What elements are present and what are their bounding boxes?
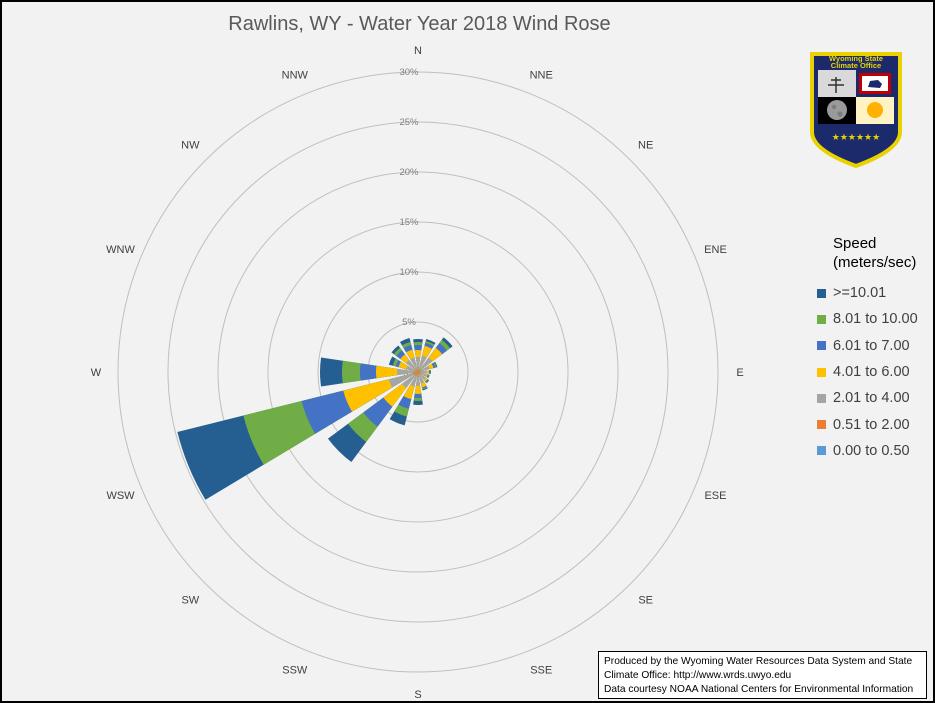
legend-swatch	[817, 367, 826, 377]
wedge-ne-bin-2	[418, 357, 433, 372]
radial-tick-label: 15%	[399, 217, 419, 228]
wedge-nnw-bin-1	[416, 369, 418, 372]
wedge-sw-bin-2	[401, 372, 418, 389]
legend-item: 0.51 to 2.00	[817, 411, 933, 437]
radial-tick-label: 5%	[402, 317, 416, 328]
wedge-e-bin-2	[418, 370, 427, 374]
direction-label-ene: ENE	[704, 244, 727, 256]
direction-label-sw: SW	[181, 595, 199, 607]
legend-label: 2.01 to 4.00	[833, 390, 910, 407]
wedge-e-bin-1	[418, 371, 422, 373]
wedge-nnw-bin-2	[410, 357, 418, 372]
direction-label-e: E	[736, 367, 743, 379]
wedge-w-bin-1	[413, 371, 418, 373]
wedge-wnw-bin-1	[415, 370, 418, 372]
legend-swatch	[817, 393, 826, 403]
grid-ring-4	[217, 171, 619, 573]
wedge-ese-bin-1	[418, 372, 421, 374]
legend-label: 4.01 to 6.00	[833, 364, 910, 381]
wedge-nw-bin-2	[405, 359, 418, 372]
wedge-sse-bin-1	[418, 372, 420, 375]
direction-label-ssw: SSW	[282, 664, 308, 676]
legend-items: >=10.01 8.01 to 10.00 6.01 to 7.00 4.01 to …	[817, 280, 933, 464]
legend-label: 0.51 to 2.00	[833, 416, 910, 433]
radial-tick-0: 0%	[403, 368, 417, 379]
direction-label-ne: NE	[638, 139, 653, 151]
legend-title-line2: (meters/sec)	[833, 254, 917, 271]
direction-labels: N NNE NE ENE E ESE SE SSE S SSW SW WSW W WNW NW NNW	[91, 45, 744, 701]
credit-box: Produced by the Wyoming Water Resources …	[598, 651, 927, 699]
wedge-sse-bin-2	[418, 372, 425, 384]
direction-label-se: SE	[638, 595, 653, 607]
direction-label-w: W	[91, 367, 102, 379]
wedge-se-bin-1	[418, 372, 421, 375]
legend: Speed (meters/sec) >=10.01 8.01 to 10.00 6…	[817, 234, 933, 464]
radial-tick-label: 30%	[399, 67, 419, 78]
radial-grid: 0% 5% 10% 15% 20% 25% 30%	[117, 67, 719, 673]
wedge-nne-bin-1	[418, 369, 420, 372]
wedge-n-bin-1	[417, 368, 419, 372]
wedge-s-bin-1	[417, 372, 419, 376]
legend-label: >=10.01	[833, 285, 887, 302]
grid-ring-5	[167, 121, 669, 623]
wedge-sw-bin-1	[414, 372, 418, 376]
wedge-ssw-bin-2	[410, 372, 418, 387]
direction-label-wsw: WSW	[106, 490, 135, 502]
wind-wedges	[177, 337, 453, 500]
legend-label: 0.00 to 0.50	[833, 442, 910, 459]
legend-label: 6.01 to 7.00	[833, 337, 910, 354]
legend-swatch	[817, 288, 826, 298]
credit-line-3: Data courtesy NOAA National Centers for …	[604, 684, 914, 695]
radial-tick-label: 20%	[399, 167, 419, 178]
radial-tick-label: 10%	[399, 267, 419, 278]
legend-item: 2.01 to 4.00	[817, 385, 933, 411]
wedge-w-bin-3	[375, 365, 418, 379]
credit-line-1: Produced by the Wyoming Water Resources …	[604, 656, 913, 667]
legend-title-line1: Speed	[833, 235, 877, 252]
wedge-wsw-bin-1	[413, 372, 418, 375]
legend-title: Speed (meters/sec)	[833, 234, 933, 272]
direction-label-nne: NNE	[530, 70, 553, 82]
legend-swatch	[817, 341, 826, 351]
grid-ring-6	[117, 71, 719, 673]
legend-item: 0.00 to 0.50	[817, 438, 933, 464]
wedge-nne-bin-2	[418, 355, 427, 372]
credit-line-2: Climate Office: http://www.wrds.uwyo.edu	[604, 670, 792, 681]
direction-label-ese: ESE	[704, 490, 726, 502]
chart-title: Rawlins, WY - Water Year 2018 Wind Rose	[228, 13, 611, 35]
wedge-ne-bin-1	[418, 369, 421, 372]
direction-label-sse: SSE	[530, 664, 552, 676]
legend-item: 4.01 to 6.00	[817, 359, 933, 385]
wedge-wsw-bin-2	[388, 372, 418, 388]
direction-label-nnw: NNW	[282, 70, 309, 82]
legend-swatch	[817, 420, 826, 430]
climate-office-logo: ★★★★★★ Wyoming State Climate Office	[810, 52, 902, 169]
grid-ring-3	[267, 221, 569, 523]
direction-label-n: N	[414, 45, 422, 57]
legend-label: 8.01 to 10.00	[833, 311, 918, 328]
legend-item: >=10.01	[817, 280, 933, 306]
wedge-ene-bin-2	[418, 365, 430, 372]
legend-swatch	[817, 314, 826, 324]
direction-label-wnw: WNW	[106, 244, 135, 256]
wedge-s-bin-2	[415, 372, 421, 387]
logo-text-line2: Climate Office	[831, 61, 881, 70]
wedge-wnw-bin-2	[406, 365, 418, 372]
legend-item: 8.01 to 10.00	[817, 306, 933, 332]
legend-swatch	[817, 446, 826, 456]
legend-item: 6.01 to 7.00	[817, 333, 933, 359]
logo-text-line1: Wyoming State	[829, 54, 883, 63]
wedge-w-bin-2	[396, 368, 418, 376]
wedge-ene-bin-1	[418, 370, 421, 372]
wedge-nw-bin-1	[415, 369, 418, 372]
svg-text:★★★★★★: ★★★★★★	[832, 133, 880, 143]
direction-label-nw: NW	[181, 139, 200, 151]
wedge-ssw-bin-1	[415, 372, 418, 376]
grid-ring-2	[317, 271, 519, 473]
radial-tick-label: 25%	[399, 117, 419, 128]
wedge-n-bin-2	[415, 356, 421, 372]
direction-label-s: S	[414, 689, 421, 701]
